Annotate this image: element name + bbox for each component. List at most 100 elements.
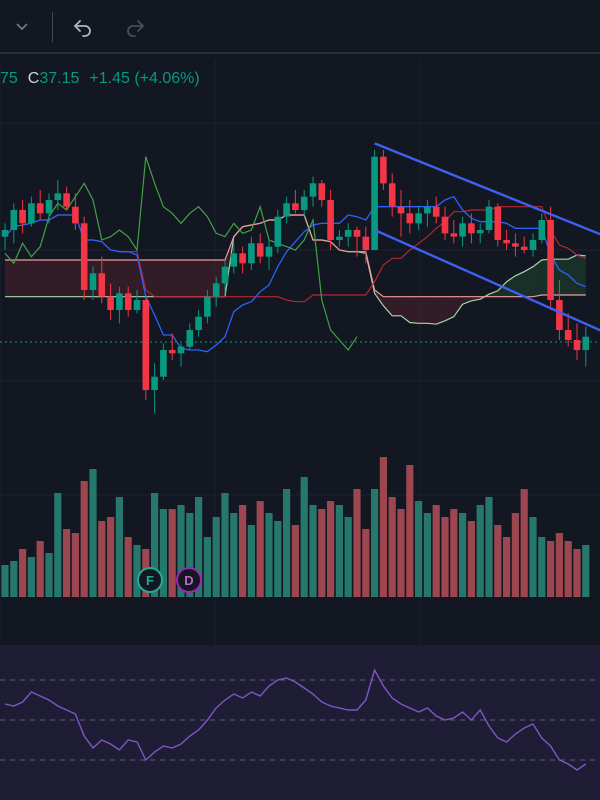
ichimoku-lines: [4, 156, 587, 353]
volume-bar: [503, 537, 511, 597]
volume-bar: [10, 561, 18, 597]
rsi-path: [4, 668, 587, 771]
cloud-segment: [13, 260, 23, 297]
toolbar-divider: [52, 12, 53, 42]
candle-body: [63, 193, 70, 207]
volume-bar: [203, 537, 211, 597]
candles: [1, 150, 590, 414]
volume-bar: [265, 513, 273, 597]
cloud-segment: [568, 255, 577, 295]
volume-bar: [397, 509, 405, 597]
candle-body: [494, 206, 502, 240]
close-value: 37.15: [39, 70, 80, 87]
ohlc-legend: 75 C37.15 +1.45 (+4.06%): [0, 70, 200, 94]
cloud-segment: [559, 259, 569, 295]
candle-body: [538, 220, 546, 240]
volume-bar: [107, 517, 115, 597]
trendlines[interactable]: [374, 142, 600, 336]
volume-bar: [115, 497, 123, 597]
volume-bar: [177, 505, 185, 597]
candle-body: [353, 230, 361, 237]
candle-body: [432, 206, 440, 217]
candle-body: [133, 300, 141, 310]
cloud-segment: [401, 296, 410, 323]
volume-bar: [344, 517, 352, 597]
candle-body: [450, 233, 458, 237]
volume-bar: [441, 517, 449, 597]
cloud-segment: [524, 266, 533, 297]
cloud-segment: [154, 260, 164, 297]
candle-body: [529, 240, 537, 250]
candle-body: [573, 340, 581, 350]
cloud-segment: [383, 296, 393, 316]
candle-body: [547, 220, 554, 300]
candle-body: [28, 203, 35, 224]
volume-bar: [195, 497, 203, 597]
trendline: [374, 228, 600, 332]
volume-bar: [511, 513, 519, 597]
volume-bar: [423, 513, 431, 597]
candle-body: [107, 296, 114, 310]
candle-body: [512, 243, 519, 247]
candle-body: [309, 183, 317, 197]
ichimoku-cloud: [5, 215, 586, 325]
candle-body: [195, 316, 202, 330]
volume-bar: [291, 525, 299, 597]
volume-bar: [54, 493, 62, 597]
candle-body: [204, 296, 211, 317]
candle-body: [177, 346, 185, 354]
volume-bars: [1, 457, 590, 597]
candle-body: [468, 223, 475, 234]
cloud-segment: [577, 255, 586, 295]
dividend-event-marker[interactable]: D: [176, 567, 202, 593]
candle-body: [283, 203, 290, 217]
undo-icon: [74, 20, 91, 37]
candle-body: [424, 206, 431, 214]
cloud-segment: [515, 271, 525, 297]
rsi-line: [4, 668, 587, 771]
volume-bar: [230, 513, 238, 597]
cloud-segment: [110, 260, 120, 297]
cloud-segment: [128, 260, 137, 297]
cloud-segment: [49, 260, 58, 297]
volume-bar: [529, 517, 537, 597]
volume-bar: [406, 465, 414, 597]
volume-bar: [388, 497, 396, 597]
cloud-segment: [462, 296, 472, 305]
candle-body: [151, 376, 158, 390]
cloud-segment: [189, 260, 199, 297]
candle-body: [36, 203, 44, 214]
candle-body: [582, 336, 590, 350]
candle-body: [160, 350, 167, 377]
volume-bar: [485, 497, 493, 597]
candle-body: [362, 236, 370, 250]
candle-body: [344, 230, 352, 237]
volume-bar: [159, 509, 167, 597]
candle-body: [45, 200, 53, 214]
cloud-segment: [66, 260, 76, 297]
volume-bar: [353, 489, 361, 597]
undo-button[interactable]: [70, 14, 96, 40]
candle-body: [212, 283, 220, 297]
cloud-segment: [497, 281, 507, 297]
volume-bar: [151, 493, 159, 597]
chevron-down-icon[interactable]: [14, 18, 30, 34]
redo-button[interactable]: [122, 14, 148, 40]
top-toolbar: [0, 0, 600, 54]
cloud-segment: [57, 260, 67, 297]
financials-event-marker[interactable]: F: [137, 567, 163, 593]
volume-bar: [168, 509, 176, 597]
candle-body: [476, 230, 484, 234]
volume-bar: [89, 469, 97, 597]
candle-body: [380, 156, 387, 184]
cloud-segment: [533, 260, 542, 297]
cloud-segment: [181, 260, 190, 297]
cloud-segment: [453, 296, 463, 317]
volume-bar: [450, 509, 458, 597]
volume-bar: [476, 505, 484, 597]
price-chart[interactable]: [0, 54, 600, 800]
rsi-levels: [0, 679, 600, 761]
volume-bar: [45, 553, 53, 597]
volume-bar: [27, 557, 35, 597]
volume-bar: [362, 529, 370, 597]
